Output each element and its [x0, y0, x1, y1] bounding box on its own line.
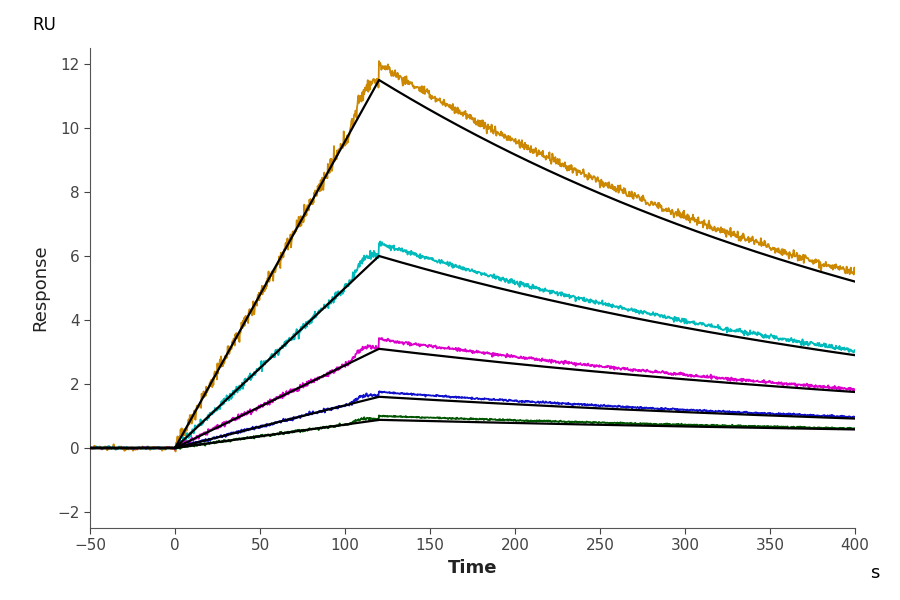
Text: s: s — [870, 564, 879, 582]
X-axis label: Time: Time — [448, 559, 497, 577]
Text: RU: RU — [32, 16, 57, 34]
Y-axis label: Response: Response — [31, 245, 49, 331]
